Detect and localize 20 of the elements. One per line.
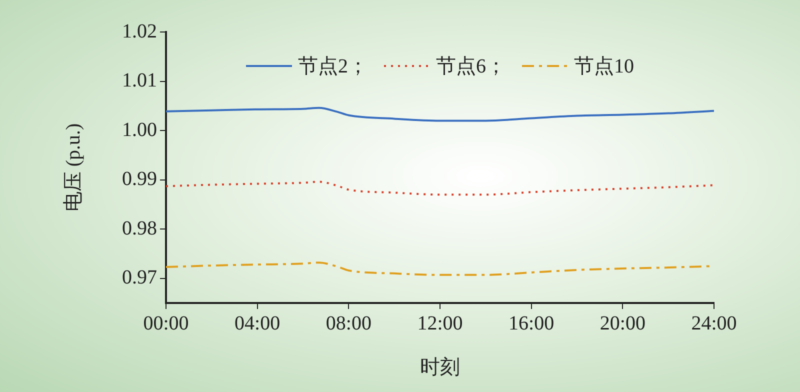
y-tick-label: 1.02 [122,20,157,42]
x-tick-label: 08:00 [326,312,372,334]
legend-label: 节点10 [574,55,634,78]
x-tick-label: 24:00 [691,312,737,334]
legend-label: 节点2； [298,55,368,78]
x-axis-title: 时刻 [420,356,460,378]
x-tick-label: 00:00 [143,312,189,334]
y-tick-label: 0.98 [122,217,157,240]
y-tick-label: 1.01 [122,70,157,92]
x-tick-label: 04:00 [234,312,280,334]
legend-label: 节点6； [436,55,506,78]
x-tick-label: 12:00 [417,312,463,334]
y-tick-label: 0.97 [122,266,157,289]
y-tick-label: 1.00 [122,118,157,141]
line-series [166,106,714,122]
line-series [166,180,714,196]
y-tick-label: 0.99 [122,168,157,190]
x-tick-label: 16:00 [508,312,554,334]
y-axis-title: 电压 (p.u.) [62,123,84,212]
x-tick-label: 20:00 [600,312,646,334]
